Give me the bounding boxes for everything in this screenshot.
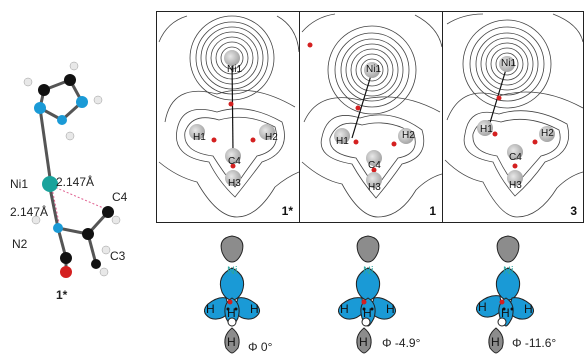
c4-atom — [225, 148, 241, 164]
ni-orbital-label: Ni — [227, 265, 238, 277]
h3-label: H3 — [509, 180, 522, 191]
h1-atom — [189, 124, 205, 140]
ni-atom — [499, 56, 515, 72]
orbital-svg — [204, 235, 260, 354]
c4-atom-label: C4 — [112, 190, 128, 204]
phi-angle-label: Φ -11.6° — [512, 336, 557, 350]
phi-angle-label: Φ -4.9° — [382, 336, 421, 350]
contour-panel-3: Ni1 H1 H2 C4 H3 3 — [442, 11, 584, 223]
h-bottom-label: H — [227, 335, 236, 349]
h-left-label: H — [478, 300, 487, 314]
contour-panel-1: Ni1 H1 H2 C4 H3 1* — [156, 11, 300, 223]
panel-id: 1* — [281, 204, 293, 218]
h1-label: H1 — [193, 132, 206, 143]
h1-label: H1 — [336, 136, 349, 147]
c4-label: C4 — [368, 160, 381, 171]
orbital-diagram-2: Ni H H H H — [330, 232, 400, 354]
h-bottom-label: H — [359, 335, 368, 349]
ni-orbital-label: Ni — [363, 265, 374, 277]
h1-atom — [477, 120, 493, 136]
c4-label: C4 — [509, 152, 522, 163]
h1-atom — [334, 128, 350, 144]
h2-label: H2 — [541, 128, 554, 139]
h-bottom-label: H — [491, 335, 500, 349]
ni-label: Ni1 — [366, 64, 382, 75]
h-left-label: H — [340, 302, 349, 316]
ni-orbital-label: Ni — [503, 265, 514, 277]
c3-atom-label: C3 — [110, 249, 126, 263]
c4-atom — [366, 150, 382, 166]
h1-label: H1 — [480, 124, 493, 135]
orbital-svg — [476, 235, 534, 354]
h2-atom — [539, 126, 555, 142]
h-center-label: H — [363, 306, 372, 320]
panel-id: 1 — [429, 204, 436, 218]
phi-angle-label: Φ 0° — [248, 340, 273, 354]
molecule-svg — [23, 61, 121, 278]
h3-atom — [225, 170, 241, 186]
orbital-diagram-3: Ni H H H H — [468, 232, 538, 354]
h2-atom — [398, 128, 414, 144]
h3-atom — [507, 170, 523, 186]
panel-id: 3 — [570, 204, 577, 218]
contour-lines — [158, 15, 299, 218]
ni-atom — [224, 50, 240, 66]
h3-atom — [366, 172, 382, 188]
distance-top-label: 2.147Å — [56, 175, 95, 189]
c4-label: C4 — [228, 156, 241, 167]
c4-atom — [507, 144, 523, 160]
h3-label: H3 — [368, 182, 381, 193]
h-left-label: H — [206, 302, 215, 316]
ni-label: Ni1 — [227, 64, 243, 75]
h-right-label: H — [524, 302, 533, 316]
ni-atom-label: Ni1 — [10, 177, 29, 191]
h2-atom — [259, 124, 275, 140]
contour-panel-2: Ni1 H1 H2 C4 H3 1 — [299, 11, 443, 223]
h2-label: H2 — [265, 132, 278, 143]
orbital-svg — [338, 235, 396, 354]
n-atom-label: N2 — [12, 237, 28, 251]
ni-label: Ni1 — [501, 58, 517, 69]
h-center-label: H — [227, 306, 236, 320]
h2-label: H2 — [402, 130, 415, 141]
h-right-label: H — [386, 302, 395, 316]
orbital-diagram-1: Ni H H H H — [196, 232, 266, 354]
h-right-label: H — [250, 302, 259, 316]
h-center-label: H — [501, 306, 510, 320]
compound-label: 1* — [56, 288, 68, 302]
ni-atom — [364, 62, 380, 78]
distance-bottom-label: 2.147Å — [10, 205, 49, 219]
h3-label: H3 — [228, 178, 241, 189]
molecule-structure: Ni1 2.147Å C4 2.147Å N2 C3 — [0, 60, 140, 330]
